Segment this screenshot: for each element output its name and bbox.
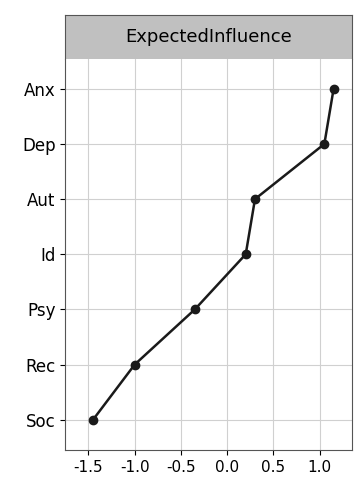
Text: ExpectedInfluence: ExpectedInfluence <box>125 28 292 46</box>
